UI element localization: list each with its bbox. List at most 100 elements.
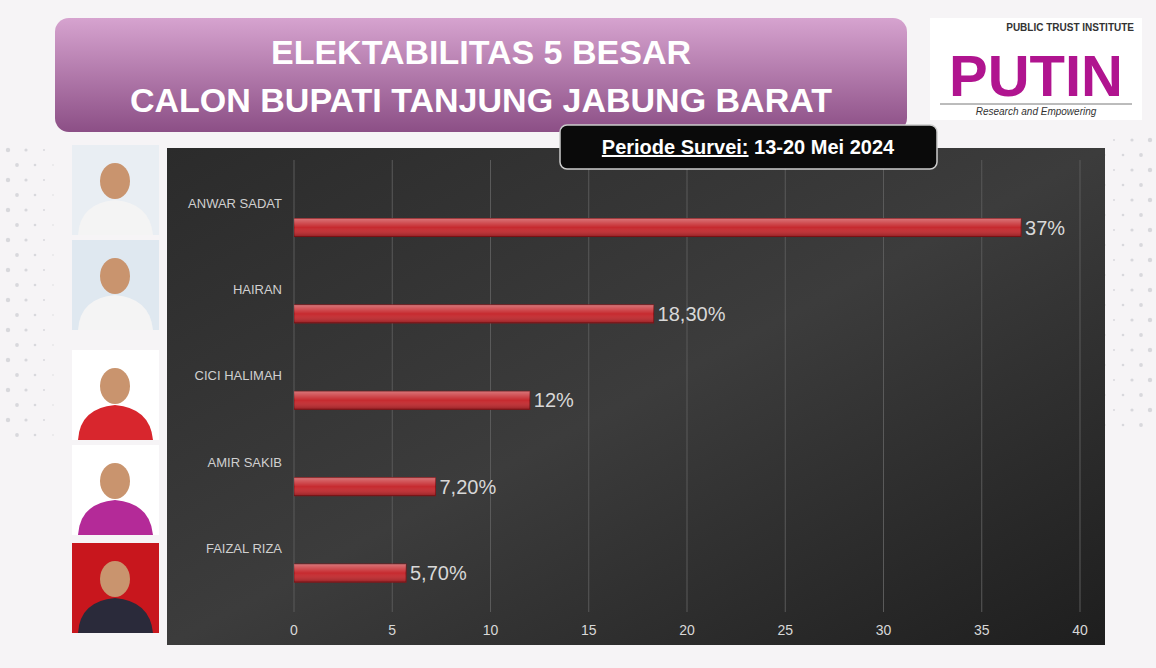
bg-dot — [1113, 289, 1115, 291]
bg-dot — [1130, 288, 1133, 291]
photo-bg — [72, 350, 159, 440]
category-label: CICI HALIMAH — [195, 368, 282, 383]
bg-dot — [1139, 363, 1143, 367]
bg-dot — [34, 404, 37, 407]
photo-body — [78, 405, 153, 440]
bg-dot — [52, 434, 53, 435]
bg-dot — [6, 418, 10, 422]
bg-dot — [15, 433, 19, 437]
data-label: 37% — [1025, 217, 1065, 239]
bg-dot — [34, 254, 37, 257]
bg-dot — [34, 284, 37, 287]
bg-dot — [15, 163, 19, 167]
bg-dot — [1113, 409, 1115, 411]
bg-dot — [15, 343, 19, 347]
photo-body — [78, 500, 153, 535]
bg-dot — [15, 403, 19, 407]
photo-bg — [72, 145, 159, 235]
bg-dot — [1113, 379, 1115, 381]
data-label: 18,30% — [658, 303, 726, 325]
bg-dot — [15, 313, 19, 317]
bg-dot — [1122, 334, 1125, 337]
labels: ANWAR SADAT 37% HAIRAN 18,30% CICI HALIMAH 12… — [188, 196, 1065, 585]
bg-dot — [6, 328, 10, 332]
title: ELEKTABILITAS 5 BESAR — [271, 33, 691, 71]
bg-dot — [15, 193, 19, 197]
grid-line — [1080, 160, 1081, 612]
bg-dot — [6, 268, 10, 272]
bg-dot — [43, 299, 45, 301]
bg-dot — [34, 194, 37, 197]
bg-dot — [34, 374, 37, 377]
photo-head — [100, 163, 130, 199]
bg-dot — [34, 164, 37, 167]
bg-dot — [1122, 274, 1125, 277]
bg-dot — [15, 223, 19, 227]
bar — [294, 478, 435, 496]
bg-dot — [1113, 259, 1115, 261]
bg-dot — [1113, 199, 1115, 201]
tick-label: 15 — [581, 622, 597, 638]
category-label: ANWAR SADAT — [188, 196, 282, 211]
bg-dot — [1148, 138, 1152, 142]
bg-dot — [6, 178, 10, 182]
logo-bg — [930, 18, 1142, 120]
bg-dot — [52, 254, 53, 255]
photo-bg — [72, 240, 159, 330]
logo-rule — [940, 104, 1132, 105]
bg-dot — [1113, 229, 1115, 231]
bar-shine — [294, 478, 435, 496]
bg-dot — [1113, 349, 1115, 351]
tick-label: 0 — [290, 622, 298, 638]
category-label: FAIZAL RIZA — [206, 541, 282, 556]
bg-dot — [43, 329, 45, 331]
photo-body — [78, 295, 153, 330]
bg-dot — [24, 298, 27, 301]
bg-dot — [1122, 424, 1125, 427]
data-label: 7,20% — [439, 476, 496, 498]
bg-dot — [1148, 258, 1152, 262]
bg-dot — [6, 388, 10, 392]
logo-top: PUBLIC TRUST INSTITUTE — [1006, 22, 1134, 33]
bg-dot — [1130, 408, 1133, 411]
bg-dot — [1148, 408, 1152, 412]
bg-dot — [43, 389, 45, 391]
bg-dot — [1139, 303, 1143, 307]
bg-dot — [1122, 154, 1125, 157]
bg-dot — [24, 358, 27, 361]
bg-dot — [24, 328, 27, 331]
bg-dot — [24, 178, 27, 181]
tick-label: 10 — [483, 622, 499, 638]
bg-dot — [1148, 378, 1152, 382]
bg-dot — [1122, 214, 1125, 217]
bg-dot — [1139, 153, 1143, 157]
period-label: Periode Survei: 13-20 Mei 2024 — [602, 136, 895, 158]
data-label: 12% — [534, 389, 574, 411]
bg-dot — [6, 358, 10, 362]
logo-tagline: Research and Empowering — [976, 106, 1097, 117]
bar-shine — [294, 564, 406, 582]
bg-dot — [52, 374, 53, 375]
tick-label: 25 — [777, 622, 793, 638]
category-label: HAIRAN — [233, 282, 282, 297]
period-label-part: 13-20 Mei 2024 — [749, 136, 896, 158]
bar — [294, 305, 654, 323]
bg-dot — [52, 164, 53, 165]
bg-dot — [52, 344, 53, 345]
bg-dot — [1130, 168, 1133, 171]
bg-dot — [43, 239, 45, 241]
bg-dot — [1130, 378, 1133, 381]
bg-dot — [1139, 183, 1143, 187]
plot-panel — [167, 148, 1105, 645]
photo-head — [100, 368, 130, 404]
photo-body — [78, 598, 153, 633]
tick-label: 5 — [388, 622, 396, 638]
bg-dot — [1139, 423, 1143, 427]
photo-head — [100, 258, 130, 294]
bg-dot — [43, 149, 45, 151]
bg-dot — [1113, 169, 1115, 171]
bg-dot — [15, 253, 19, 257]
bg-dot — [1148, 198, 1152, 202]
title-banner — [55, 18, 907, 132]
bg-dot — [1122, 184, 1125, 187]
